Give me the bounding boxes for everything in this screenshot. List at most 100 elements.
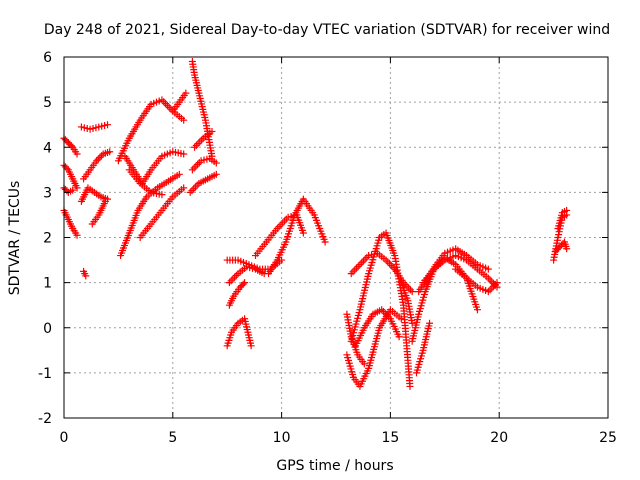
data-point bbox=[241, 279, 249, 287]
data-point bbox=[408, 288, 416, 296]
x-tick-label: 20 bbox=[490, 430, 508, 446]
y-tick-label: 1 bbox=[43, 276, 52, 292]
data-point bbox=[190, 185, 198, 193]
data-point bbox=[96, 153, 104, 161]
data-point bbox=[101, 197, 109, 205]
series-arc-36 bbox=[452, 265, 501, 296]
data-point bbox=[247, 342, 255, 350]
data-point bbox=[73, 231, 81, 239]
data-point bbox=[493, 279, 501, 287]
data-point bbox=[180, 150, 188, 158]
x-tick-label: 25 bbox=[599, 430, 617, 446]
y-tick-label: 2 bbox=[43, 231, 52, 247]
data-point bbox=[208, 127, 216, 135]
y-axis-title: SDTVAR / TECUs bbox=[7, 181, 23, 296]
y-tick-label: -1 bbox=[38, 366, 52, 382]
data-point bbox=[175, 170, 183, 178]
y-tick-label: 6 bbox=[43, 50, 52, 66]
data-point bbox=[484, 265, 492, 273]
data-point bbox=[180, 184, 188, 192]
data-point bbox=[356, 261, 364, 269]
data-point bbox=[232, 271, 240, 279]
series-arc-17 bbox=[186, 170, 220, 196]
data-point bbox=[158, 191, 166, 199]
data-point bbox=[359, 257, 367, 265]
data-point bbox=[406, 286, 414, 294]
data-point bbox=[73, 150, 81, 158]
data-point bbox=[321, 238, 329, 246]
data-point bbox=[351, 266, 359, 274]
series-arc-31 bbox=[397, 279, 416, 327]
y-tick-label: 3 bbox=[43, 185, 52, 201]
data-point bbox=[239, 280, 247, 288]
data-point bbox=[93, 157, 101, 165]
data-point bbox=[82, 272, 90, 280]
series-arc-19 bbox=[191, 127, 216, 151]
data-point bbox=[563, 245, 571, 253]
data-points bbox=[60, 58, 571, 390]
series-arc-39 bbox=[554, 206, 571, 232]
data-point bbox=[358, 259, 366, 267]
x-axis-title: GPS time / hours bbox=[276, 458, 393, 474]
chart-title: Day 248 of 2021, Sidereal Day-to-day VTE… bbox=[44, 22, 610, 38]
series-arc-08 bbox=[77, 184, 112, 205]
series-arc-26 bbox=[343, 310, 368, 368]
y-tick-label: 5 bbox=[43, 95, 52, 111]
data-point bbox=[360, 360, 368, 368]
series-arc-25 bbox=[251, 211, 307, 260]
data-point bbox=[191, 143, 199, 151]
data-point bbox=[73, 184, 81, 192]
data-point bbox=[299, 229, 307, 237]
data-point bbox=[182, 89, 190, 97]
data-point bbox=[473, 306, 481, 314]
data-point bbox=[190, 164, 198, 172]
x-tick-label: 0 bbox=[60, 430, 69, 446]
data-point bbox=[63, 164, 71, 172]
series-arc-18 bbox=[188, 155, 220, 174]
series-arc-24 bbox=[265, 195, 329, 278]
series-arc-20 bbox=[223, 315, 255, 350]
data-point bbox=[347, 270, 355, 278]
data-point bbox=[198, 136, 206, 144]
data-point bbox=[387, 261, 395, 269]
data-point bbox=[69, 186, 77, 194]
data-point bbox=[196, 138, 204, 146]
data-point bbox=[104, 121, 112, 129]
data-point bbox=[361, 255, 369, 263]
x-tick-label: 5 bbox=[168, 430, 177, 446]
data-point bbox=[94, 155, 102, 163]
data-point bbox=[426, 319, 434, 327]
y-tick-labels: -2 -1 0 1 2 3 4 5 6 bbox=[38, 50, 52, 427]
data-point bbox=[408, 319, 416, 327]
data-point bbox=[486, 276, 494, 284]
y-tick-label: 4 bbox=[43, 140, 52, 156]
data-point bbox=[352, 264, 360, 272]
series-arc-10 bbox=[114, 96, 188, 165]
series-arc-35 bbox=[413, 319, 434, 377]
series-arc-07 bbox=[80, 148, 114, 183]
data-point bbox=[386, 260, 394, 268]
data-point bbox=[186, 188, 194, 196]
series-arc-14 bbox=[136, 184, 188, 241]
series-arc-27 bbox=[343, 306, 405, 390]
data-point bbox=[106, 148, 114, 156]
data-point bbox=[225, 279, 233, 287]
data-point bbox=[192, 141, 200, 149]
data-point bbox=[192, 162, 200, 170]
data-point bbox=[395, 333, 403, 341]
data-point bbox=[188, 166, 196, 174]
data-point bbox=[229, 275, 237, 283]
y-tick-label: -2 bbox=[38, 411, 52, 427]
data-point bbox=[486, 286, 494, 294]
data-point bbox=[191, 183, 199, 191]
data-point bbox=[67, 142, 75, 150]
series-arc-30 bbox=[352, 306, 403, 350]
data-point bbox=[563, 206, 571, 214]
data-point bbox=[194, 160, 202, 168]
data-point bbox=[98, 152, 106, 160]
data-point bbox=[188, 187, 196, 195]
x-tick-labels: 0 5 10 15 20 25 bbox=[60, 430, 617, 446]
data-point bbox=[354, 262, 362, 270]
data-point bbox=[349, 268, 357, 276]
